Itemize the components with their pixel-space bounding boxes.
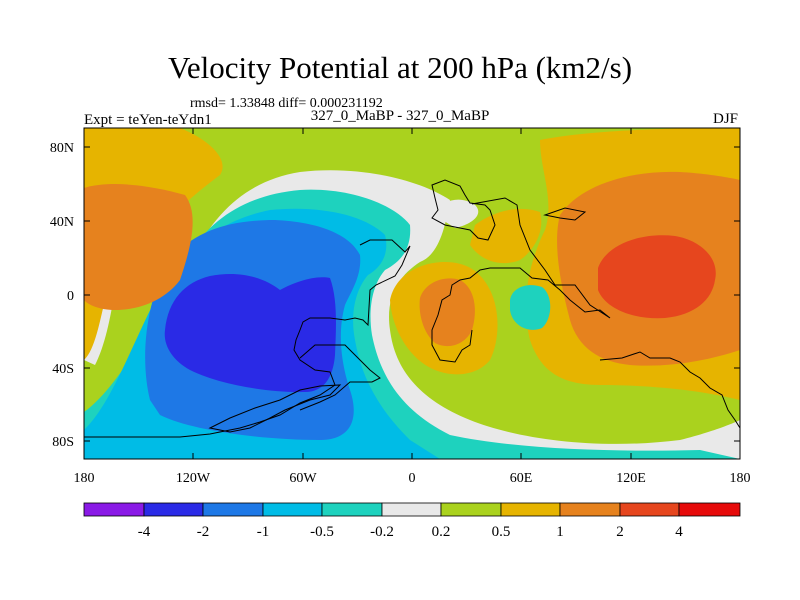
colorbar-label-6: 0.5 [492,524,511,540]
colorbar-label-2: -1 [257,524,270,540]
continent-outlines [84,179,740,438]
x-label-180e: 180 [730,471,751,486]
colorbar: -4 -2 -1 -0.5 -0.2 0.2 0.5 1 2 4 [83,502,741,540]
colorbar-box-4 [321,502,383,517]
colorbar-label-1: -2 [197,524,210,540]
y-label-80s: 80S [52,435,74,450]
contour-band-neg0.5-neg0.2-isle [510,285,551,330]
contour-band-1-2-west [84,184,193,310]
colorbar-box-6 [440,502,502,517]
outline-eurasia [431,197,611,363]
colorbar-box-2 [202,502,264,517]
y-label-40n: 40N [50,215,74,230]
y-label-40s: 40S [52,362,74,377]
contour-band-0.5-1-north [470,208,542,264]
colorbar-label-7: 1 [556,524,564,540]
outline-asia-north [543,207,587,221]
period-label: 327_0_MaBP - 327_0_MaBP [310,108,490,124]
x-label-120w: 120W [176,471,211,486]
y-label-0: 0 [67,289,74,304]
colorbar-box-3 [262,502,323,517]
colorbar-label-4: -0.2 [370,524,394,540]
colorbar-box-0 [83,502,145,517]
colorbar-label-5: 0.2 [432,524,451,540]
outline-south-america [299,344,381,411]
contour-field [84,128,740,459]
colorbar-box-1 [143,502,204,517]
experiment-label: Expt = teYen-teYdn1 [84,112,212,128]
colorbar-box-10 [678,502,741,517]
colorbar-box-8 [559,502,621,517]
x-label-0: 0 [409,471,416,486]
outline-americas [84,239,411,438]
colorbar-label-9: 4 [675,524,683,540]
colorbar-box-9 [619,502,680,517]
contour-band-neg0.2-0.2-north [430,199,479,228]
x-axis: 180 120W 60W 0 60E 120E 180 [74,128,751,486]
colorbar-box-5 [381,502,442,517]
plot-title: Velocity Potential at 200 hPa (km2/s) [167,50,633,85]
outline-antarctica-piece [208,384,342,433]
colorbar-label-8: 2 [616,524,624,540]
colorbar-label-0: -4 [138,524,151,540]
colorbar-box-7 [500,502,561,517]
season-label: DJF [712,111,738,127]
y-label-80n: 80N [50,141,74,156]
y-axis: 80N 40N 0 40S 80S [50,141,740,450]
x-label-60e: 60E [510,471,533,486]
contour-band-1-2-africa [419,278,475,347]
contour-band-neg4-neg2 [164,273,336,393]
contour-band-2-4-east [598,235,716,319]
rmsd-diff-stats: rmsd= 1.33848 diff= 0.000231192 [190,96,383,111]
colorbar-label-3: -0.5 [310,524,334,540]
x-label-60w: 60W [289,471,317,486]
outline-greenland [431,179,496,241]
outline-australia [599,351,740,429]
x-label-180w: 180 [74,471,95,486]
x-label-120e: 120E [616,471,646,486]
